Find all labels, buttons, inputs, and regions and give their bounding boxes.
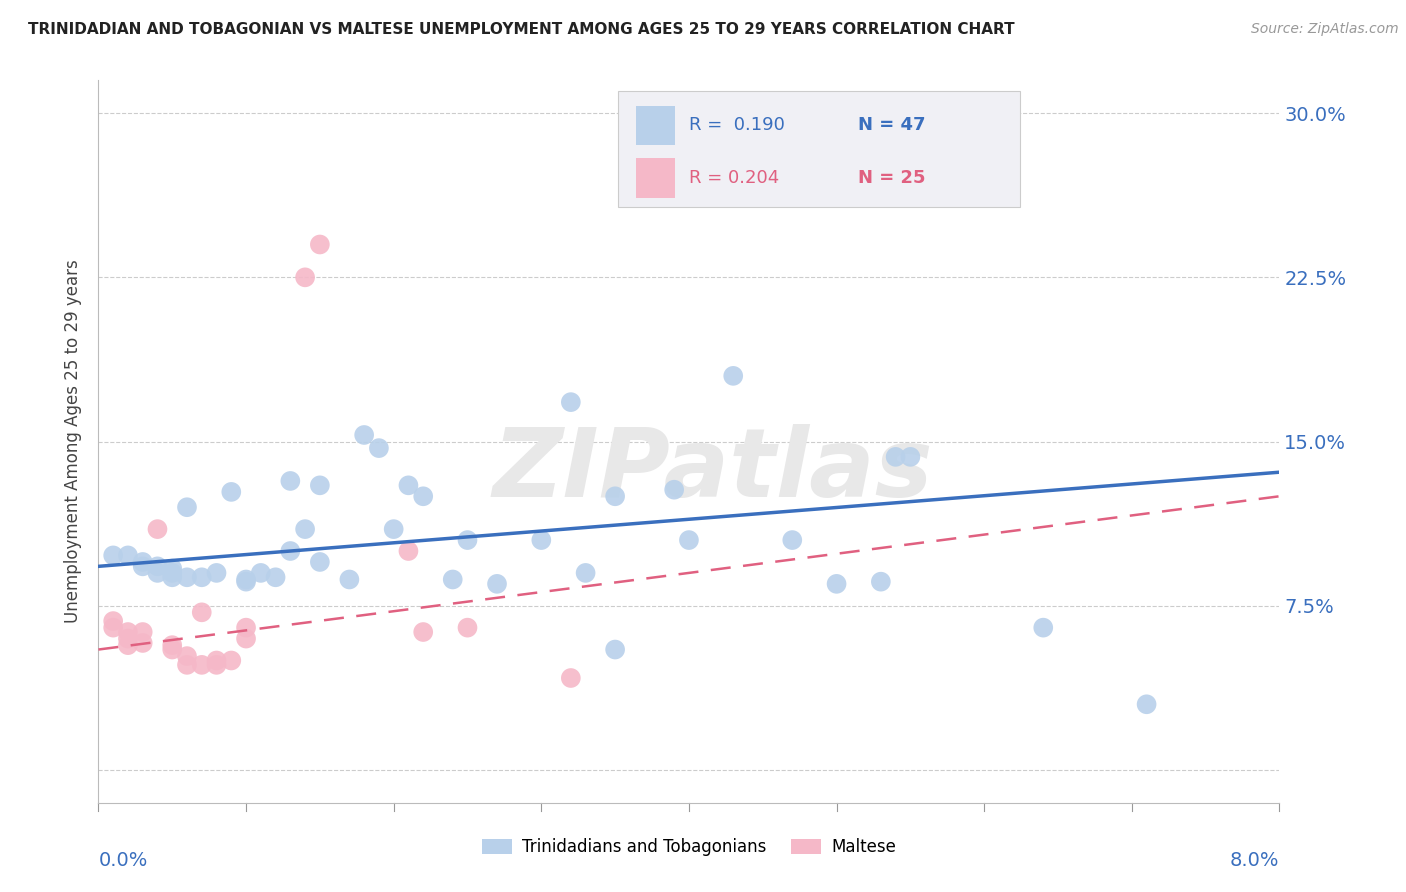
Legend: Trinidadians and Tobagonians, Maltese: Trinidadians and Tobagonians, Maltese (475, 831, 903, 863)
Point (382, 522, 405, 536)
Point (782, 533, 804, 547)
Point (117, 549, 139, 563)
Point (162, 642, 183, 657)
Point (560, 671, 582, 685)
Point (176, 500, 198, 515)
Point (575, 566, 598, 580)
Point (205, 657, 228, 672)
Point (723, 368, 745, 383)
Text: 8.0%: 8.0% (1230, 851, 1279, 870)
Point (605, 489, 627, 503)
Point (132, 559, 155, 574)
Point (132, 555, 155, 569)
Point (146, 559, 169, 574)
Point (117, 632, 139, 646)
Point (398, 544, 420, 558)
Point (264, 570, 287, 584)
Point (825, 577, 848, 591)
Point (221, 653, 243, 667)
Point (117, 638, 139, 652)
Text: 0.0%: 0.0% (98, 851, 148, 870)
Point (103, 549, 125, 563)
Point (205, 653, 228, 667)
Point (530, 533, 553, 547)
Point (191, 570, 214, 584)
FancyBboxPatch shape (636, 105, 675, 145)
Point (441, 573, 464, 587)
Point (678, 533, 700, 547)
Point (176, 657, 198, 672)
Point (162, 570, 183, 584)
Point (162, 561, 183, 575)
Point (250, 566, 273, 580)
Point (900, 450, 922, 464)
FancyBboxPatch shape (619, 91, 1019, 207)
Point (221, 484, 243, 499)
Point (457, 533, 479, 547)
Point (132, 636, 155, 650)
Point (309, 555, 332, 569)
Point (235, 632, 257, 646)
Point (162, 638, 183, 652)
Point (235, 573, 257, 587)
Point (176, 649, 198, 664)
Point (280, 544, 302, 558)
Point (353, 428, 375, 442)
Point (294, 270, 316, 285)
Point (103, 621, 125, 635)
Point (235, 574, 257, 589)
Point (339, 573, 361, 587)
Point (884, 450, 907, 464)
Point (486, 577, 509, 591)
Point (235, 621, 257, 635)
Point (309, 237, 332, 252)
Point (117, 625, 139, 640)
Text: TRINIDADIAN AND TOBAGONIAN VS MALTESE UNEMPLOYMENT AMONG AGES 25 TO 29 YEARS COR: TRINIDADIAN AND TOBAGONIAN VS MALTESE UN… (28, 22, 1015, 37)
Point (132, 625, 155, 640)
Point (191, 605, 214, 619)
FancyBboxPatch shape (636, 158, 675, 198)
Point (457, 621, 479, 635)
Point (146, 522, 169, 536)
Y-axis label: Unemployment Among Ages 25 to 29 years: Unemployment Among Ages 25 to 29 years (65, 260, 83, 624)
Point (280, 474, 302, 488)
Point (368, 441, 391, 455)
Point (1032, 621, 1054, 635)
Point (1136, 698, 1159, 712)
Point (664, 483, 686, 497)
Point (398, 478, 420, 492)
Point (162, 566, 183, 580)
Point (412, 489, 434, 503)
Text: ZIPatlas: ZIPatlas (492, 424, 932, 517)
Text: N = 25: N = 25 (858, 169, 925, 186)
Text: N = 47: N = 47 (858, 116, 925, 134)
Point (309, 478, 332, 492)
Text: R = 0.204: R = 0.204 (689, 169, 779, 186)
Point (870, 574, 893, 589)
Point (205, 566, 228, 580)
Point (103, 614, 125, 628)
Point (294, 522, 316, 536)
Point (560, 395, 582, 409)
Point (605, 642, 627, 657)
Point (176, 570, 198, 584)
Point (146, 566, 169, 580)
Text: R =  0.190: R = 0.190 (689, 116, 785, 134)
Point (412, 625, 434, 640)
Text: Source: ZipAtlas.com: Source: ZipAtlas.com (1251, 22, 1399, 37)
Point (191, 657, 214, 672)
